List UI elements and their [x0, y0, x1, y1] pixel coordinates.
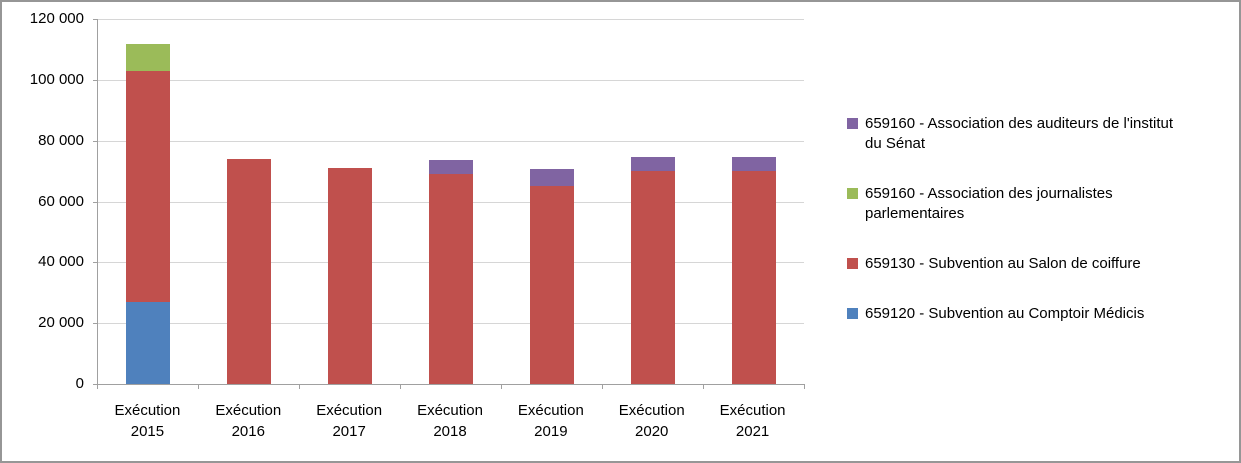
legend-label: 659120 - Subvention au Comptoir Médicis — [865, 305, 1145, 322]
y-axis-tick-label: 80 000 — [38, 131, 84, 149]
y-axis-tick — [93, 140, 98, 142]
x-axis-category-text: Exécution 2020 — [618, 402, 685, 440]
x-axis-tick — [602, 384, 603, 389]
bar-slot — [602, 19, 703, 384]
legend-item: 659120 - Subvention au Comptoir Médicis — [847, 304, 1232, 324]
bar-segment — [227, 159, 272, 384]
stacked-bar — [529, 169, 574, 384]
plot-area — [93, 19, 804, 385]
y-axis-tick — [93, 384, 98, 385]
x-axis-category-text: Exécution 2017 — [316, 402, 383, 440]
bar-segment — [429, 174, 473, 384]
x-axis-ticks — [97, 384, 805, 389]
legend-label: 659130 - Subvention au Salon de coiffure — [865, 255, 1141, 272]
bar-segment — [529, 169, 574, 186]
x-axis-tick — [501, 384, 502, 389]
stacked-bar — [126, 44, 171, 384]
y-axis-tick-label: 0 — [75, 375, 84, 392]
bar-segment — [630, 171, 675, 384]
x-axis-tick — [804, 384, 805, 389]
x-axis-tick — [198, 384, 199, 389]
x-axis-category-label: Exécution 2016 — [198, 400, 299, 442]
gridline — [98, 79, 804, 81]
bar-slot — [501, 19, 602, 384]
y-axis-tick-label: 120 000 — [29, 10, 84, 27]
bar-segment — [126, 44, 171, 71]
legend-item: 659160 - Association des journalistes pa… — [847, 184, 1232, 224]
y-axis-tick — [93, 79, 98, 81]
x-axis-category-text: Exécution 2015 — [114, 402, 181, 440]
bar-slot — [703, 19, 804, 384]
y-axis-tick-label: 100 000 — [29, 70, 84, 88]
x-axis-tick — [97, 384, 98, 389]
bar-slot — [401, 19, 502, 384]
legend-label: 659160 - Association des journalistes pa… — [865, 185, 1113, 222]
stacked-bar — [731, 157, 776, 384]
bar-segment — [731, 171, 776, 384]
stacked-bar — [328, 168, 373, 384]
legend: 659160 - Association des auditeurs de l'… — [847, 114, 1232, 324]
x-axis-tick — [299, 384, 300, 389]
x-axis-category-text: Exécution 2021 — [719, 402, 786, 440]
bar-segment — [529, 186, 574, 384]
legend-color-swatch — [847, 258, 858, 269]
stacked-bar — [630, 157, 675, 384]
y-axis-tick — [93, 19, 98, 20]
legend-color-swatch — [847, 118, 858, 129]
legend-item: 659160 - Association des auditeurs de l'… — [847, 114, 1232, 154]
gridline — [98, 19, 804, 20]
y-axis-tick-label: 20 000 — [38, 314, 84, 332]
y-axis-tick-label: 40 000 — [38, 253, 84, 271]
x-axis: Exécution 2015 Exécution 2016 Exécution 20… — [97, 400, 803, 442]
legend-color-swatch — [847, 188, 858, 199]
y-axis-tick — [93, 323, 98, 325]
bar-slot — [199, 19, 300, 384]
y-axis-tick-label: 60 000 — [38, 192, 84, 210]
x-axis-category-label: Exécution 2017 — [299, 400, 400, 442]
x-axis-category-text: Exécution 2019 — [517, 402, 584, 440]
bar-segment — [429, 160, 473, 174]
bars-container — [98, 19, 804, 384]
bar-segment — [630, 157, 675, 171]
y-axis-tick — [93, 262, 98, 264]
x-axis-category-label: Exécution 2019 — [500, 400, 601, 442]
bar-segment — [126, 71, 171, 302]
legend-color-swatch — [847, 308, 858, 319]
x-axis-category-text: Exécution 2016 — [215, 402, 282, 440]
legend-label: 659160 - Association des auditeurs de l'… — [865, 115, 1174, 152]
x-axis-category-label: Exécution 2020 — [601, 400, 702, 442]
bar-segment — [328, 168, 373, 384]
x-axis-category-label: Exécution 2018 — [400, 400, 501, 442]
gridline — [98, 140, 804, 142]
y-axis-tick — [93, 201, 98, 203]
y-axis: 0 20 000 40 000 60 000 80 000 100 000 120 000 — [2, 10, 90, 392]
stacked-bar — [227, 159, 272, 384]
x-axis-category-text: Exécution 2018 — [417, 402, 483, 440]
legend-item: 659130 - Subvention au Salon de coiffure — [847, 254, 1232, 274]
stacked-bar — [429, 160, 473, 384]
bar-segment — [731, 157, 776, 171]
bar-segment — [126, 302, 171, 384]
x-axis-tick — [400, 384, 401, 389]
x-axis-category-label: Exécution 2021 — [702, 400, 803, 442]
x-axis-tick — [703, 384, 704, 389]
bar-slot — [98, 19, 199, 384]
bar-slot — [300, 19, 401, 384]
x-axis-category-label: Exécution 2015 — [97, 400, 198, 442]
